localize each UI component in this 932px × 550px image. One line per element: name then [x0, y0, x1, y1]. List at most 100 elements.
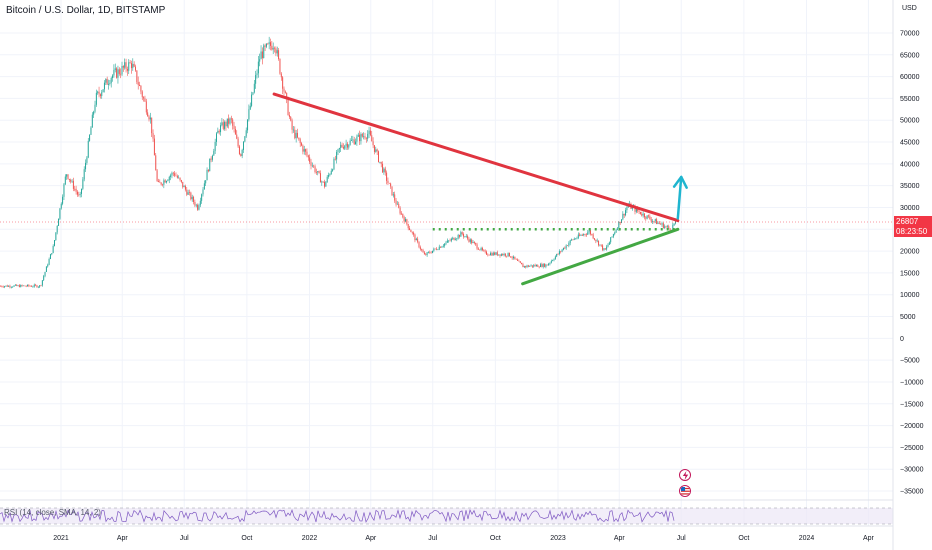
candle-body — [579, 234, 581, 236]
candle-body — [228, 118, 230, 124]
candle-body — [484, 250, 486, 252]
candle-body — [602, 245, 604, 250]
candle-body — [664, 226, 666, 228]
candle-body — [149, 117, 151, 120]
candle-body — [8, 285, 10, 287]
candle-body — [330, 170, 332, 175]
candle-body — [594, 238, 595, 240]
candle-body — [232, 119, 234, 126]
candle-body — [518, 260, 520, 262]
candle-body — [359, 134, 361, 142]
candle-body — [382, 163, 384, 173]
candle-body — [241, 149, 243, 157]
candle-body — [151, 117, 153, 134]
candle-body — [133, 63, 135, 67]
candle-body — [612, 234, 614, 237]
candle-body — [456, 238, 458, 240]
candle-body — [97, 91, 99, 93]
candle-body — [125, 62, 127, 69]
us-flag-icon[interactable] — [679, 485, 691, 497]
candle-body — [39, 285, 41, 287]
candle-body — [205, 180, 207, 184]
lightning-icon[interactable] — [679, 469, 691, 481]
candle-body — [322, 181, 324, 183]
candle-body — [126, 68, 128, 71]
candle-body — [360, 133, 362, 142]
candle-body — [60, 203, 62, 209]
candle-body — [564, 247, 566, 249]
candle-body — [310, 161, 312, 166]
candle-body — [287, 98, 289, 116]
candle-body — [419, 247, 421, 250]
candle-body — [345, 143, 347, 146]
candle-body — [592, 234, 594, 239]
candle-body — [22, 285, 24, 287]
candle-body — [160, 182, 162, 185]
candle-body — [99, 94, 101, 96]
time-tick-label: 2023 — [550, 535, 566, 542]
candle-body — [614, 232, 616, 235]
time-axis[interactable]: 2021 Apr Jul Oct 2022 Apr Jul Oct 2023 Apr Jul Oct 2… — [53, 535, 874, 542]
candle-body — [573, 238, 575, 240]
candle-body — [135, 66, 136, 71]
candle-body — [171, 172, 173, 176]
candle-body — [513, 256, 514, 259]
candle-body — [352, 139, 354, 141]
candle-body — [386, 172, 388, 181]
candle-body — [272, 47, 274, 50]
candle-body — [187, 192, 189, 195]
candle-body — [27, 284, 28, 287]
candle-body — [413, 232, 415, 235]
candle-body — [400, 213, 402, 215]
candle-body — [183, 186, 185, 188]
candle-body — [423, 252, 425, 255]
candle-body — [41, 280, 43, 286]
candle-body — [6, 285, 8, 287]
candle-body — [441, 246, 443, 248]
candle-body — [10, 286, 12, 288]
candle-body — [541, 264, 543, 267]
candle-body — [668, 226, 670, 229]
candle-body — [238, 146, 240, 155]
candle-body — [396, 203, 398, 205]
candle-body — [660, 223, 662, 225]
candle-body — [610, 237, 612, 243]
candle-body — [530, 265, 532, 267]
candle-body — [260, 51, 262, 60]
candle-body — [14, 284, 16, 286]
candle-body — [480, 248, 482, 250]
candle-body — [56, 225, 58, 233]
candle-body — [562, 247, 564, 250]
candle-body — [237, 138, 239, 147]
candle-body — [291, 120, 293, 130]
candle-body — [211, 155, 213, 160]
candle-body — [286, 92, 288, 99]
candle-body — [615, 229, 617, 233]
candle-body — [48, 259, 50, 265]
candle-body — [494, 252, 496, 255]
candle-body — [180, 180, 182, 182]
candle-body — [86, 157, 88, 163]
candle-body — [172, 172, 174, 174]
candle-body — [288, 115, 290, 117]
candle-body — [464, 236, 466, 237]
price-tick-label: −20000 — [900, 423, 924, 430]
candle-body — [483, 250, 485, 251]
price-tick-label: 30000 — [900, 205, 920, 212]
candle-body — [585, 234, 587, 236]
candle-body — [141, 91, 143, 98]
candle-body — [476, 244, 478, 249]
candle-body — [591, 234, 593, 235]
candle-body — [62, 196, 64, 204]
candle-body — [229, 118, 231, 124]
candle-body — [669, 228, 671, 231]
candle-body — [67, 174, 69, 179]
candle-body — [608, 242, 610, 245]
candle-body — [191, 196, 193, 200]
candle-body — [351, 140, 352, 141]
candle-body — [433, 248, 435, 251]
candle-body — [645, 217, 647, 219]
candle-body — [434, 248, 436, 250]
candle-body — [527, 265, 529, 267]
